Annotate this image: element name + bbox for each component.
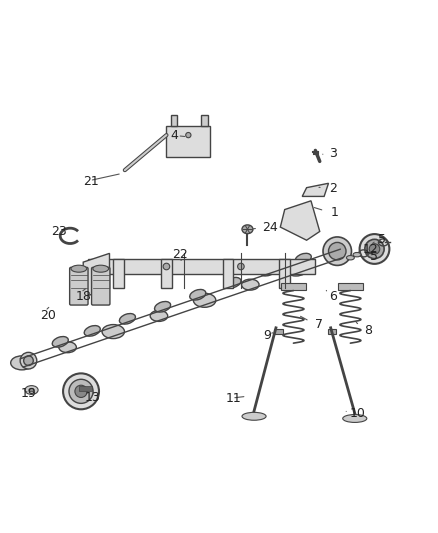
Text: 4: 4 [171, 128, 179, 142]
Ellipse shape [20, 352, 37, 369]
Ellipse shape [163, 263, 170, 270]
Text: 19: 19 [21, 387, 36, 400]
FancyBboxPatch shape [274, 329, 283, 334]
Text: 21: 21 [83, 175, 99, 189]
FancyBboxPatch shape [92, 268, 110, 305]
Text: 24: 24 [262, 221, 278, 235]
Ellipse shape [190, 289, 206, 300]
Ellipse shape [52, 336, 68, 347]
Text: 11: 11 [226, 392, 241, 405]
Text: 5: 5 [378, 233, 385, 246]
Ellipse shape [241, 279, 259, 290]
Text: 8: 8 [364, 324, 372, 336]
Text: 20: 20 [40, 309, 56, 322]
Ellipse shape [59, 342, 76, 353]
FancyBboxPatch shape [166, 126, 210, 157]
Text: 13: 13 [85, 391, 100, 405]
Polygon shape [302, 183, 328, 197]
Ellipse shape [25, 386, 38, 394]
Ellipse shape [353, 253, 361, 257]
Ellipse shape [242, 225, 253, 233]
Text: 2: 2 [329, 182, 337, 195]
Ellipse shape [93, 265, 109, 272]
Ellipse shape [120, 313, 135, 324]
Ellipse shape [71, 265, 87, 272]
Polygon shape [83, 253, 110, 297]
Ellipse shape [75, 385, 87, 398]
Ellipse shape [63, 374, 99, 409]
Text: 18: 18 [75, 290, 91, 303]
Ellipse shape [323, 237, 351, 265]
FancyBboxPatch shape [201, 115, 208, 126]
Ellipse shape [69, 379, 93, 403]
Ellipse shape [343, 415, 367, 423]
Ellipse shape [369, 244, 380, 254]
Ellipse shape [102, 325, 124, 338]
Text: 5: 5 [370, 251, 378, 263]
Ellipse shape [24, 356, 33, 366]
Ellipse shape [365, 239, 384, 259]
FancyBboxPatch shape [88, 259, 315, 274]
Text: 7: 7 [315, 318, 323, 331]
Text: 1: 1 [331, 206, 339, 219]
Text: 23: 23 [51, 225, 67, 238]
Ellipse shape [29, 388, 34, 392]
Text: 3: 3 [329, 147, 337, 160]
Ellipse shape [11, 356, 33, 370]
Ellipse shape [346, 255, 354, 260]
Ellipse shape [155, 302, 171, 312]
FancyBboxPatch shape [338, 282, 363, 290]
Text: 22: 22 [172, 248, 187, 261]
Ellipse shape [285, 262, 307, 276]
Ellipse shape [225, 277, 241, 288]
Ellipse shape [84, 326, 100, 336]
Ellipse shape [194, 293, 216, 308]
Text: 10: 10 [350, 407, 365, 419]
Ellipse shape [360, 234, 389, 264]
FancyBboxPatch shape [279, 259, 290, 287]
FancyBboxPatch shape [113, 259, 124, 287]
Ellipse shape [260, 265, 276, 276]
Ellipse shape [333, 248, 350, 259]
Ellipse shape [242, 413, 266, 420]
FancyBboxPatch shape [281, 282, 306, 290]
Ellipse shape [150, 310, 168, 321]
FancyBboxPatch shape [328, 329, 336, 334]
Ellipse shape [237, 263, 244, 270]
Polygon shape [280, 201, 320, 240]
Bar [79, 386, 92, 391]
Text: 12: 12 [363, 244, 378, 256]
Text: 9: 9 [263, 329, 271, 342]
FancyBboxPatch shape [70, 268, 88, 305]
FancyBboxPatch shape [171, 115, 177, 126]
FancyBboxPatch shape [161, 259, 172, 287]
Text: 6: 6 [329, 290, 337, 303]
Ellipse shape [295, 253, 311, 264]
FancyBboxPatch shape [223, 259, 233, 287]
Ellipse shape [328, 243, 346, 260]
Ellipse shape [186, 133, 191, 138]
